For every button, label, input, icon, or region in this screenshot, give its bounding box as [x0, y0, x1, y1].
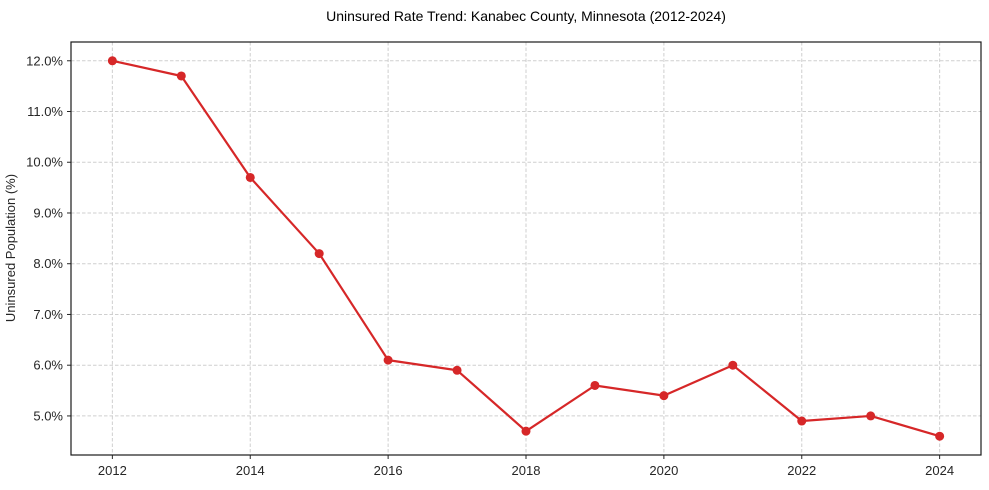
data-point-2019 — [590, 380, 600, 390]
data-point-2014 — [245, 172, 255, 182]
data-point-2016 — [383, 355, 393, 365]
tick-layer: 5.0% 6.0% 7.0% 8.0% 9.0% 10.0% 11.0% 12.0% 2012 2… — [26, 53, 954, 478]
y-tick-label: 9.0% — [33, 205, 63, 220]
data-point-2020 — [659, 391, 669, 401]
y-tick-label: 5.0% — [33, 408, 63, 423]
y-tick-label: 11.0% — [27, 104, 63, 119]
data-point-2022 — [797, 416, 807, 426]
x-tick-label: 2012 — [98, 463, 127, 478]
x-tick-label: 2024 — [925, 463, 954, 478]
data-point-2012 — [107, 56, 117, 66]
data-point-2024 — [935, 431, 945, 441]
x-tick-label: 2014 — [236, 463, 265, 478]
series-layer — [107, 56, 945, 441]
x-tick-label: 2022 — [787, 463, 816, 478]
x-tick-label: 2018 — [512, 463, 541, 478]
y-tick-label: 7.0% — [33, 307, 63, 322]
y-tick-label: 12.0% — [26, 53, 63, 68]
y-tick-label: 6.0% — [33, 358, 63, 373]
x-tick-label: 2020 — [649, 463, 678, 478]
y-tick-label: 10.0% — [26, 155, 63, 170]
data-point-2015 — [314, 249, 324, 259]
x-tick-label: 2016 — [374, 463, 403, 478]
chart-title: Uninsured Rate Trend: Kanabec County, Mi… — [326, 8, 726, 24]
data-point-2023 — [866, 411, 876, 421]
data-point-2018 — [521, 426, 531, 436]
data-point-2013 — [176, 71, 186, 81]
y-axis-label: Uninsured Population (%) — [3, 174, 18, 322]
plot-area-border — [70, 41, 982, 456]
data-point-2021 — [728, 360, 738, 370]
grid-layer — [71, 42, 981, 455]
data-point-2017 — [452, 365, 462, 375]
y-tick-label: 8.0% — [33, 256, 63, 271]
